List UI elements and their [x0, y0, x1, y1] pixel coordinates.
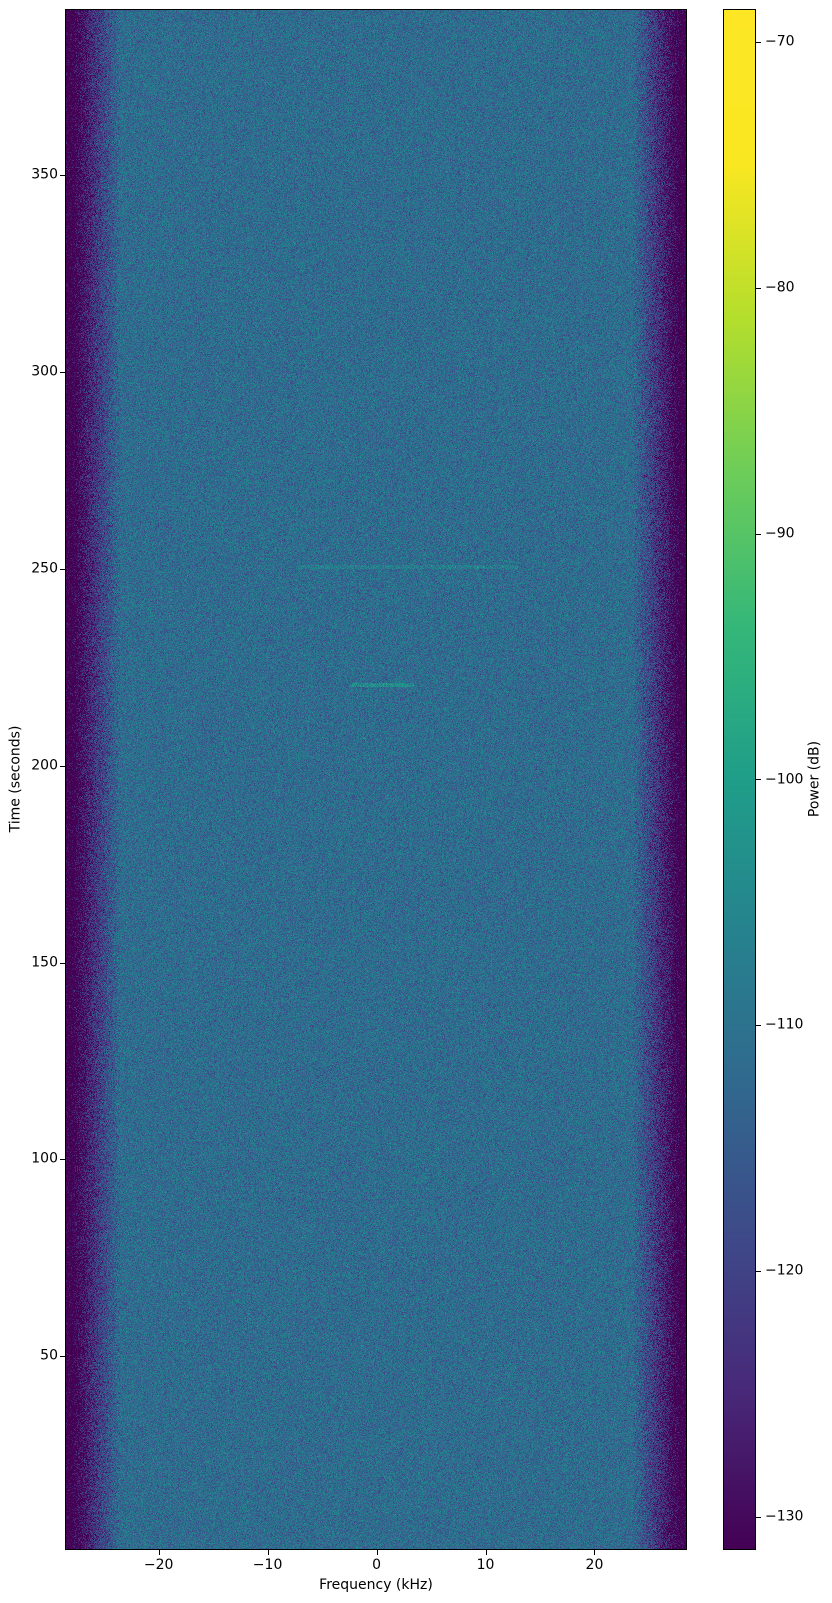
- tick-mark: [60, 569, 65, 570]
- plot-area: [65, 9, 687, 1550]
- tick-mark: [377, 1550, 378, 1555]
- colorbar-tick-label: −80: [765, 279, 795, 296]
- x-axis-label: Frequency (kHz): [319, 1577, 433, 1593]
- tick-mark: [594, 1550, 595, 1555]
- colorbar-tick-label: −100: [765, 771, 804, 787]
- y-tick-label: 250: [31, 560, 58, 577]
- tick-mark: [60, 766, 65, 767]
- y-tick-label: 150: [31, 954, 58, 971]
- tick-mark: [756, 288, 761, 289]
- y-tick-label: 100: [31, 1150, 58, 1167]
- x-tick-label: 0: [372, 1557, 381, 1573]
- colorbar-tick-label: −110: [765, 1016, 804, 1033]
- colorbar-tick-label: −130: [765, 1508, 804, 1525]
- y-tick-label: 200: [31, 757, 58, 774]
- tick-mark: [756, 42, 761, 43]
- x-tick-label: 10: [476, 1557, 495, 1573]
- tick-mark: [756, 1517, 761, 1518]
- colorbar-tick-label: −90: [765, 525, 795, 542]
- colorbar-label: Power (dB): [806, 740, 823, 818]
- y-tick-label: 350: [31, 166, 58, 183]
- colorbar-tick-label: −70: [765, 33, 795, 50]
- tick-mark: [756, 1271, 761, 1272]
- x-tick-label: 20: [585, 1557, 604, 1573]
- x-tick-label: −20: [143, 1557, 174, 1573]
- tick-mark: [756, 779, 761, 780]
- tick-mark: [60, 372, 65, 373]
- tick-mark: [60, 175, 65, 176]
- x-tick-label: −10: [252, 1557, 283, 1573]
- tick-mark: [268, 1550, 269, 1555]
- tick-mark: [756, 1025, 761, 1026]
- tick-mark: [60, 1159, 65, 1160]
- colorbar-tick-label: −120: [765, 1262, 804, 1279]
- tick-mark: [60, 1356, 65, 1357]
- tick-mark: [756, 534, 761, 535]
- colorbar: [723, 9, 756, 1550]
- spectrogram-heatmap-image: [66, 10, 686, 1549]
- y-axis-label: Time (seconds): [7, 725, 24, 833]
- tick-mark: [159, 1550, 160, 1555]
- tick-mark: [486, 1550, 487, 1555]
- tick-mark: [60, 963, 65, 964]
- colorbar-gradient: [724, 10, 755, 1549]
- y-tick-label: 50: [40, 1347, 58, 1364]
- y-tick-label: 300: [31, 363, 58, 380]
